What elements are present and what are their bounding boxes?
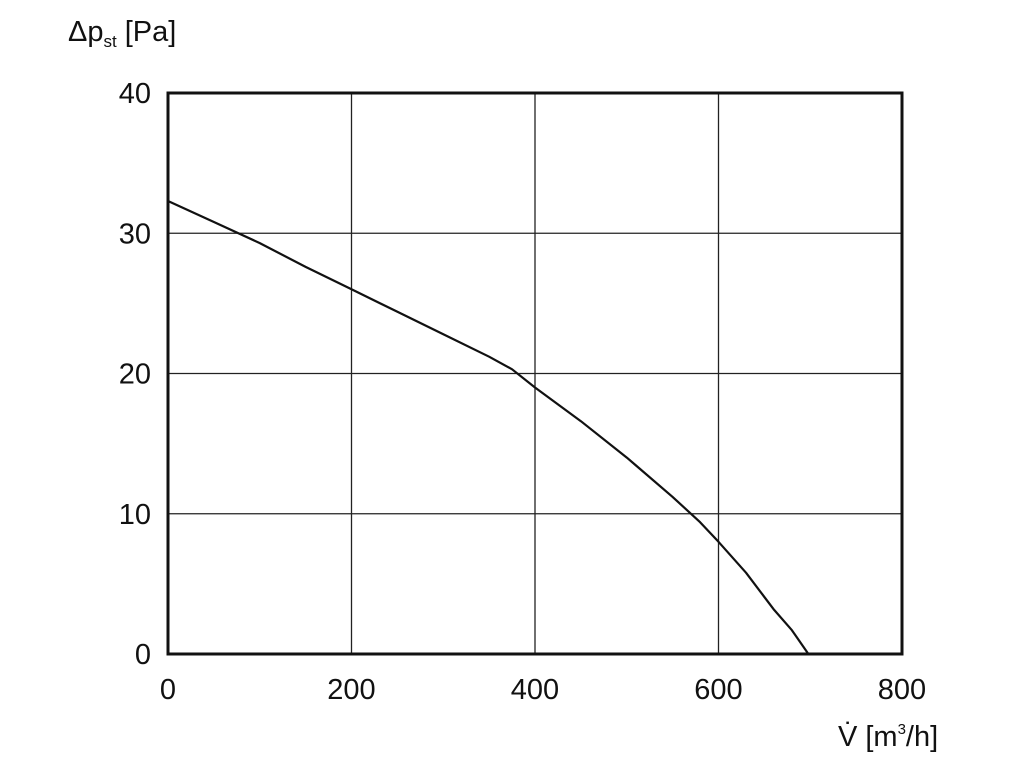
fan-curve-line [166,199,810,656]
y-tick-label: 20 [119,359,151,391]
x-tick-label: 200 [327,674,375,706]
x-tick-label: 600 [694,674,742,706]
x-axis-label: V̇ [m3/h] [838,721,938,753]
x-tick-label: 400 [511,674,559,706]
y-tick-label: 30 [119,218,151,250]
x-axis-label-main: V̇ [838,721,858,753]
x-tick-label: 0 [160,674,176,706]
tick-labels: 0 200 400 600 800 0 10 20 30 40 [119,78,926,706]
y-axis-label-subscript: st [104,32,118,51]
x-axis-label-unit-prefix: [m [865,721,897,753]
y-tick-label: 0 [135,639,151,671]
x-axis-label-unit-suffix: /h] [906,721,938,753]
x-tick-label: 800 [878,674,926,706]
x-axis-label-superscript: 3 [898,721,906,738]
y-axis-label-unit: [Pa] [125,16,177,48]
y-axis-label-main: Δp [68,16,104,48]
y-tick-label: 10 [119,499,151,531]
y-axis-label: Δpst [Pa] [68,16,176,51]
fan-curve-series [166,199,810,656]
y-tick-label: 40 [119,78,151,110]
grid-lines [168,93,902,654]
plot-area-frame [166,91,904,656]
